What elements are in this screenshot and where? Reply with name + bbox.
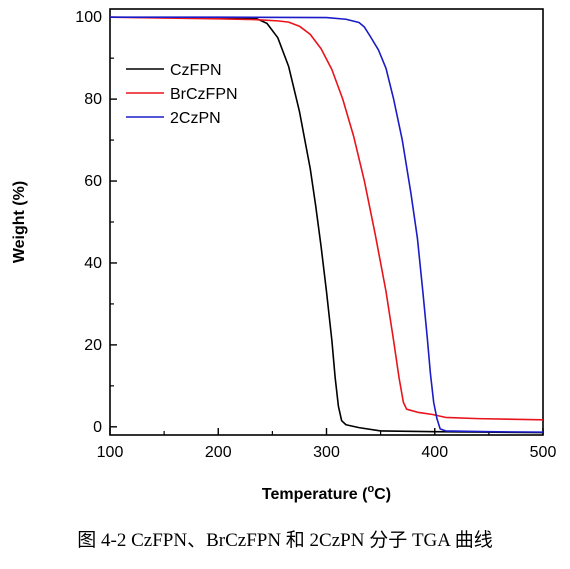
legend-label: 2CzPN (170, 110, 221, 127)
legend-label: BrCzFPN (170, 86, 238, 103)
figure-caption: 图 4-2 CzFPN、BrCzFPN 和 2CzPN 分子 TGA 曲线 (77, 530, 493, 551)
x-tick-label: 400 (421, 444, 448, 461)
legend-label: CzFPN (170, 62, 222, 79)
series-line-brczfpn (109, 16, 544, 421)
y-tick-label: 20 (84, 337, 102, 354)
x-tick-label: 200 (205, 444, 232, 461)
x-tick-label: 300 (313, 444, 340, 461)
x-tick-label: 500 (530, 444, 557, 461)
y-tick-label: 40 (84, 255, 102, 272)
series-line-2czpn (110, 16, 544, 433)
x-axis-title: Temperature (oC) (262, 483, 391, 503)
y-tick-label: 100 (75, 9, 102, 26)
legend: CzFPN BrCzFPN 2CzPN (126, 62, 238, 127)
y-tick-label: 80 (84, 91, 102, 108)
x-tick-label: 100 (97, 444, 124, 461)
y-tick-label: 0 (93, 419, 102, 436)
tga-chart: 100 200 300 400 500 0 20 40 60 80 100 CzFPN BrCzFPN… (11, 8, 556, 503)
series-line-czfpn (109, 16, 544, 434)
axis-ticks: 100 200 300 400 500 0 20 40 60 80 100 (75, 9, 556, 461)
y-axis-title: Weight (%) (11, 181, 28, 263)
y-tick-label: 60 (84, 173, 102, 190)
series-lines (109, 16, 544, 434)
